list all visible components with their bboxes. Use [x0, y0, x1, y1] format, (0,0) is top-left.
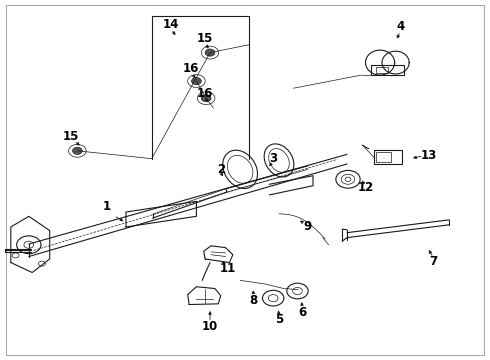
Circle shape	[201, 95, 211, 102]
Text: 14: 14	[163, 18, 179, 31]
Circle shape	[192, 77, 201, 85]
Circle shape	[205, 49, 215, 56]
Text: 4: 4	[396, 21, 405, 33]
Text: 15: 15	[197, 32, 213, 45]
Text: 2: 2	[217, 163, 225, 176]
Text: 16: 16	[182, 63, 199, 76]
Text: 15: 15	[63, 130, 79, 143]
Text: 5: 5	[275, 313, 283, 326]
Circle shape	[73, 147, 82, 154]
Text: 11: 11	[220, 262, 236, 275]
Text: 8: 8	[249, 294, 258, 307]
Text: 10: 10	[202, 320, 218, 333]
Text: 7: 7	[429, 255, 438, 268]
Text: 9: 9	[303, 220, 311, 234]
Text: 1: 1	[102, 200, 111, 213]
Text: 12: 12	[357, 181, 373, 194]
Text: 3: 3	[269, 152, 277, 165]
Text: 13: 13	[420, 149, 437, 162]
Text: 16: 16	[197, 87, 213, 100]
Text: 6: 6	[298, 306, 306, 319]
